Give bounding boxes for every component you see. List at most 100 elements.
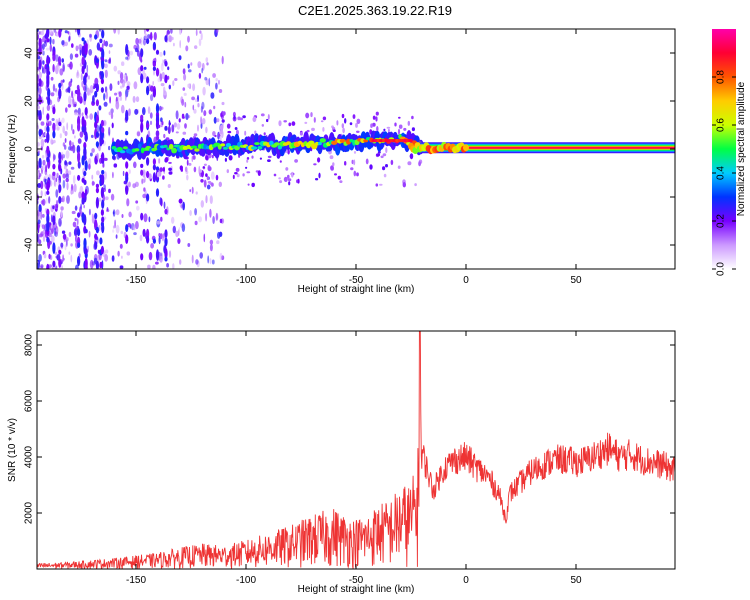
heatmap-noise-cell xyxy=(201,67,204,74)
heatmap-noise-cell xyxy=(202,86,206,96)
heatmap-streak-cell xyxy=(95,141,99,148)
heatmap-noise-cell xyxy=(191,96,196,101)
heatmap-noise-cell xyxy=(121,79,125,88)
heatmap-noise-cell xyxy=(133,81,138,90)
heatmap-noise-cell xyxy=(320,120,324,123)
heatmap-noise-cell xyxy=(104,196,109,201)
heatmap-streak-cell xyxy=(46,66,50,77)
heatmap-streak-cell xyxy=(46,126,50,132)
heatmap-noise-cell xyxy=(161,71,165,80)
heatmap-streak-cell xyxy=(101,48,105,60)
heatmap-noise-cell xyxy=(207,166,212,172)
heatmap-noise-cell xyxy=(55,90,59,97)
heatmap-noise-cell xyxy=(72,98,75,106)
heatmap-noise-cell xyxy=(278,177,281,180)
heatmap-noise-cell xyxy=(203,179,207,188)
heatmap-x-tick-label: -50 xyxy=(349,275,364,286)
heatmap-noise-cell xyxy=(188,162,192,166)
heatmap-noise-cell xyxy=(159,255,163,263)
heatmap-streak-cell xyxy=(146,76,150,84)
heatmap-noise-cell xyxy=(128,211,132,218)
heatmap-noise-cell xyxy=(89,33,92,38)
heatmap-streak-cell xyxy=(84,229,88,234)
heatmap-noise-cell xyxy=(224,157,227,162)
heatmap-noise-cell xyxy=(266,118,269,123)
colorbar: 0.0 0.2 0.4 0.6 0.8 Normalized spectral ampl… xyxy=(712,29,747,276)
heatmap-streak-cell xyxy=(46,132,50,143)
heatmap-noise-cell xyxy=(205,126,208,134)
heatmap-noise-cell xyxy=(259,157,262,160)
heatmap-noise-cell xyxy=(402,182,406,188)
heatmap-noise-cell xyxy=(147,106,151,114)
heatmap-noise-cell xyxy=(64,244,67,251)
heatmap-noise-cell xyxy=(78,191,82,199)
heatmap-noise-cell xyxy=(168,171,173,175)
heatmap-noise-cell xyxy=(41,165,45,171)
snr-y-tick-label: 8000 xyxy=(24,333,35,356)
heatmap-noise-cell xyxy=(152,264,156,269)
heatmap-noise-cell xyxy=(172,80,175,87)
heatmap-noise-cell xyxy=(138,38,142,44)
heatmap-signal-cell xyxy=(171,147,178,154)
heatmap-noise-cell xyxy=(163,50,166,56)
heatmap-noise-cell xyxy=(192,104,195,111)
heatmap-noise-cell xyxy=(121,214,124,218)
heatmap-noise-cell xyxy=(350,167,354,171)
heatmap-noise-cell xyxy=(37,262,40,269)
heatmap-noise-cell xyxy=(52,153,55,162)
heatmap-noise-cell xyxy=(143,213,148,223)
heatmap-streak-cell xyxy=(125,130,129,136)
heatmap-noise-cell xyxy=(71,43,74,48)
heatmap-noise-cell xyxy=(344,161,347,166)
heatmap-noise-cell xyxy=(204,76,208,81)
heatmap-noise-cell xyxy=(171,124,175,133)
heatmap-noise-cell xyxy=(40,264,44,269)
heatmap-noise-cell xyxy=(261,124,264,127)
snr-x-tick-label: 50 xyxy=(570,575,582,586)
heatmap-x-ticks: -150 -100 -50 0 50 xyxy=(126,29,582,286)
heatmap-streak-cell xyxy=(38,46,42,53)
heatmap-noise-cell xyxy=(167,184,171,188)
heatmap-noise-cell xyxy=(294,159,298,163)
heatmap-streak-cell xyxy=(155,135,160,141)
heatmap-signal-cell xyxy=(319,138,326,143)
heatmap-noise-cell xyxy=(175,230,179,237)
heatmap-noise-cell xyxy=(81,80,84,88)
heatmap-noise-cell xyxy=(108,50,111,54)
heatmap-streak-cell xyxy=(46,29,50,38)
snr-x-tick-label: -50 xyxy=(349,575,364,586)
heatmap-noise-cell xyxy=(159,197,163,206)
heatmap-noise-cell xyxy=(113,163,118,168)
heatmap-noise-cell xyxy=(62,179,66,189)
heatmap-streak-cell xyxy=(83,91,87,102)
heatmap-panel: -150 -100 -50 0 50 -40 -20 0 20 40 Height of str… xyxy=(7,28,676,295)
heatmap-noise-cell xyxy=(166,263,170,268)
heatmap-noise-cell xyxy=(372,115,376,120)
heatmap-noise-cell xyxy=(180,204,183,209)
heatmap-streak-cell xyxy=(152,172,156,183)
heatmap-noise-cell xyxy=(167,66,170,71)
snr-series-line xyxy=(37,331,675,569)
heatmap-noise-cell xyxy=(267,159,271,163)
heatmap-noise-cell xyxy=(37,66,40,71)
heatmap-noise-cell xyxy=(79,206,82,215)
heatmap-noise-cell xyxy=(74,29,77,33)
heatmap-noise-cell xyxy=(54,180,56,186)
heatmap-streak-cell xyxy=(100,119,104,127)
heatmap-streak-cell xyxy=(101,152,105,162)
heatmap-noise-cell xyxy=(53,139,56,144)
heatmap-noise-cell xyxy=(72,144,76,154)
heatmap-noise-cell xyxy=(315,178,319,181)
heatmap-noise-cell xyxy=(194,98,198,103)
heatmap-noise-cell xyxy=(60,242,64,248)
heatmap-noise-cell xyxy=(126,81,131,87)
heatmap-noise-cell xyxy=(206,175,209,181)
heatmap-noise-cell xyxy=(160,83,165,87)
heatmap-noise-cell xyxy=(218,89,223,93)
heatmap-noise-cell xyxy=(67,103,72,108)
heatmap-streak-cell xyxy=(155,188,160,197)
heatmap-noise-cell xyxy=(183,73,187,81)
heatmap-noise-cell xyxy=(148,216,151,223)
heatmap-noise-cell xyxy=(55,54,59,62)
heatmap-noise-cell xyxy=(71,210,76,215)
